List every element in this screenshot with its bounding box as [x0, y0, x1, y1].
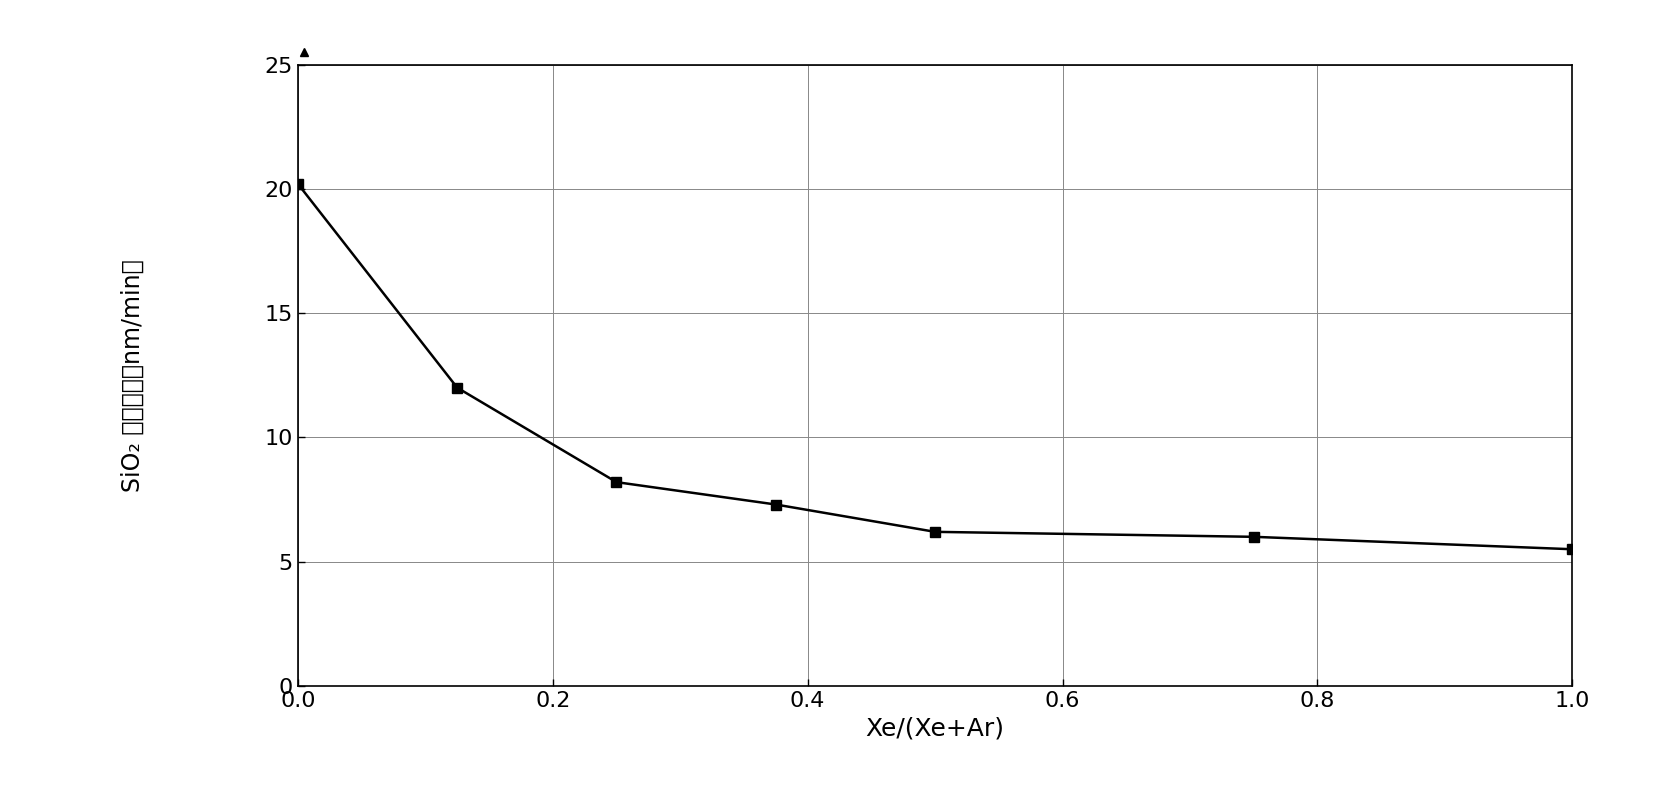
Text: SiO₂ 蚀刻速率（nm/min）: SiO₂ 蚀刻速率（nm/min）: [121, 259, 144, 491]
X-axis label: Xe/(Xe+Ar): Xe/(Xe+Ar): [866, 717, 1005, 740]
